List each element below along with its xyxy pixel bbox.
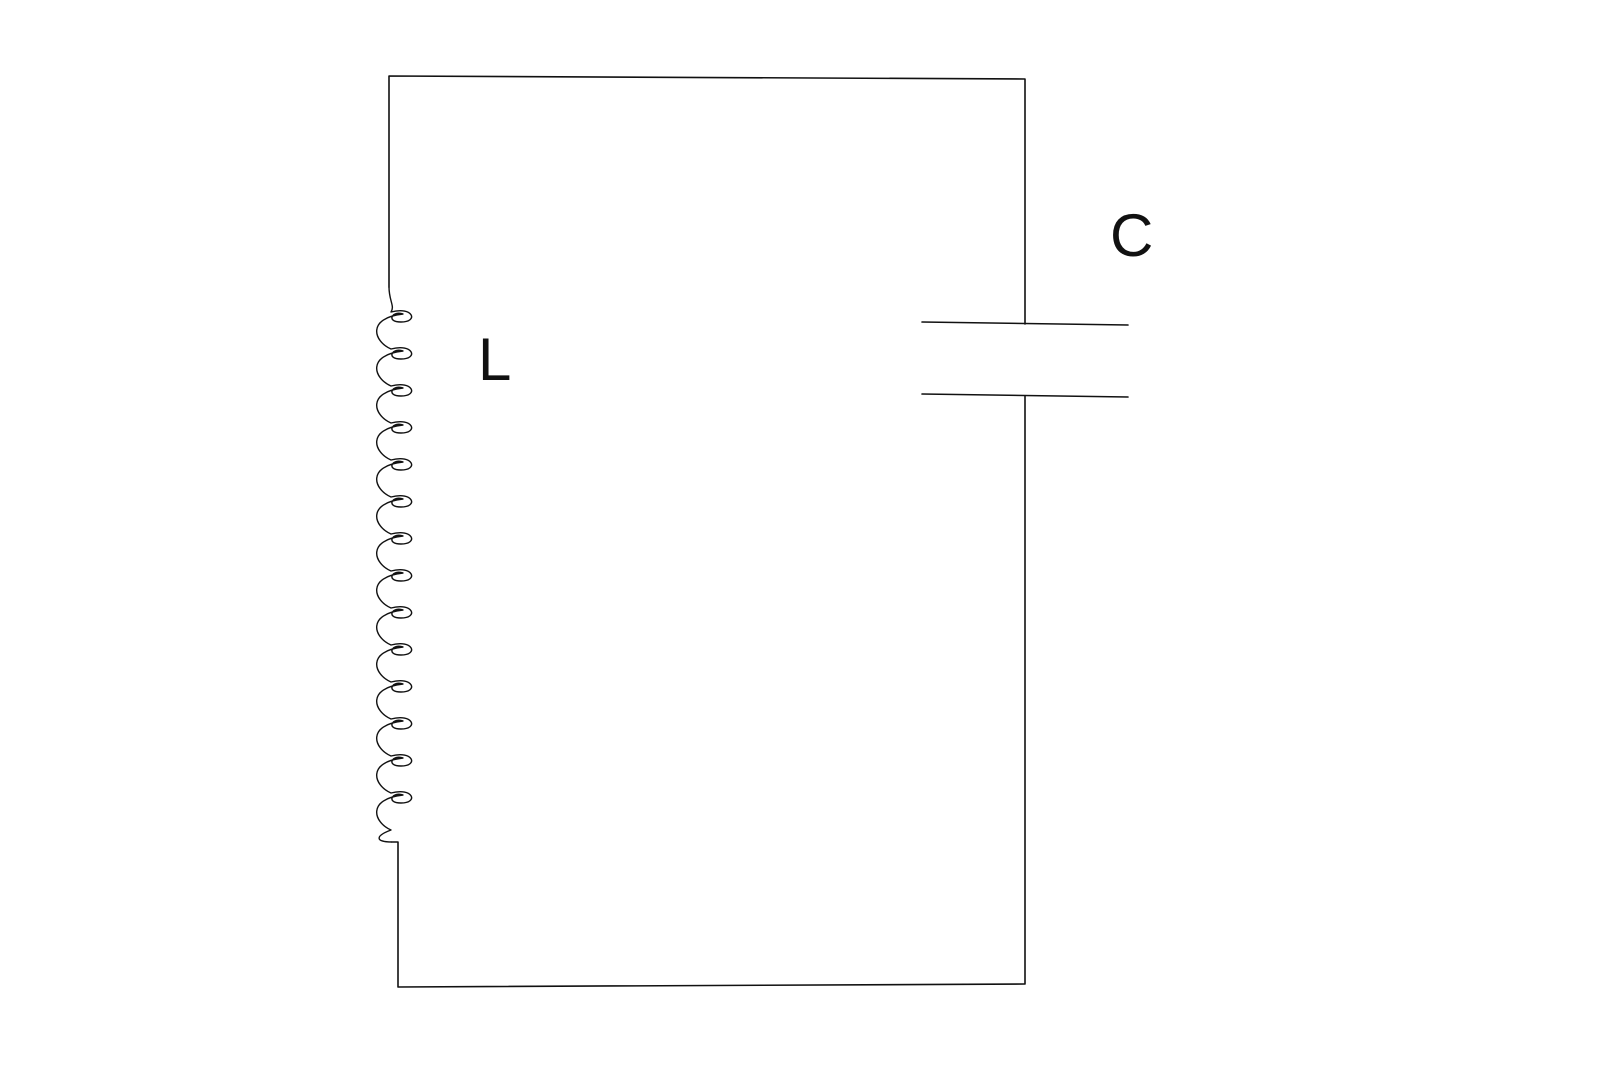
inductor-label: L [478, 326, 512, 393]
top-wire [388, 75, 1026, 325]
capacitor-top-plate [921, 321, 1129, 326]
capacitor-label: C [1110, 202, 1154, 269]
inductor-coil [376, 286, 413, 843]
bottom-wire [391, 395, 1026, 988]
